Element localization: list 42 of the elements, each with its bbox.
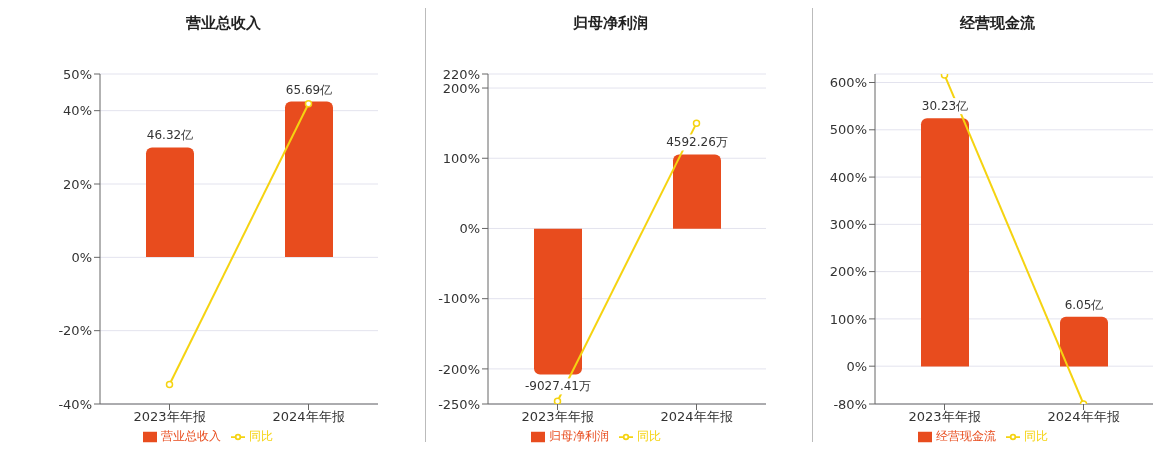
y-tick-label: 20% bbox=[63, 176, 92, 192]
y-tick-label: 220% bbox=[442, 66, 480, 82]
legend-label: 同比 bbox=[1024, 429, 1048, 443]
y-tick-label: 600% bbox=[829, 75, 867, 91]
y-tick-label: 500% bbox=[829, 122, 867, 138]
y-tick-label: 400% bbox=[829, 169, 867, 185]
y-tick-label: 0% bbox=[846, 358, 867, 374]
y-tick-label: -200% bbox=[438, 361, 480, 377]
x-tick-label: 2024年年报 bbox=[272, 409, 345, 425]
y-tick-label: 200% bbox=[442, 80, 480, 96]
data-label: 6.05亿 bbox=[1064, 297, 1104, 312]
y-tick-label: 0% bbox=[459, 221, 480, 237]
data-label: -9027.41万 bbox=[525, 379, 591, 394]
y-tick-label: 40% bbox=[63, 103, 92, 119]
data-label: 65.69亿 bbox=[285, 82, 333, 97]
y-tick-label: -250% bbox=[438, 396, 480, 412]
y-tick-label: 100% bbox=[442, 150, 480, 166]
x-tick-label: 2023年年报 bbox=[133, 409, 206, 425]
data-label: 46.32亿 bbox=[146, 128, 194, 143]
y-tick-label: -40% bbox=[58, 396, 92, 412]
legend-label: 经营现金流 bbox=[936, 429, 996, 443]
data-label: 30.23亿 bbox=[921, 99, 969, 114]
y-tick-label: -20% bbox=[58, 323, 92, 339]
y-tick-label: -80% bbox=[833, 396, 867, 412]
x-tick-label: 2024年年报 bbox=[660, 409, 733, 425]
y-tick-label: 300% bbox=[829, 216, 867, 232]
x-tick-label: 2023年年报 bbox=[521, 409, 594, 425]
data-label: 4592.26万 bbox=[666, 135, 728, 150]
x-tick-label: 2024年年报 bbox=[1047, 409, 1120, 425]
legend-label: 同比 bbox=[249, 429, 273, 443]
y-tick-label: 0% bbox=[71, 249, 92, 265]
chart-title: 营业总收入 bbox=[184, 13, 262, 34]
y-tick-label: 100% bbox=[829, 311, 867, 327]
chart-title: 归母净利润 bbox=[572, 13, 649, 34]
legend-label: 同比 bbox=[637, 429, 661, 443]
legend-label: 归母净利润 bbox=[549, 429, 609, 443]
y-tick-label: 200% bbox=[829, 264, 867, 280]
x-tick-label: 2023年年报 bbox=[908, 409, 981, 425]
legend-label: 营业总收入 bbox=[161, 429, 221, 443]
y-tick-label: 50% bbox=[63, 66, 92, 82]
chart-title: 经营现金流 bbox=[959, 13, 1036, 34]
y-tick-label: -100% bbox=[438, 291, 480, 307]
